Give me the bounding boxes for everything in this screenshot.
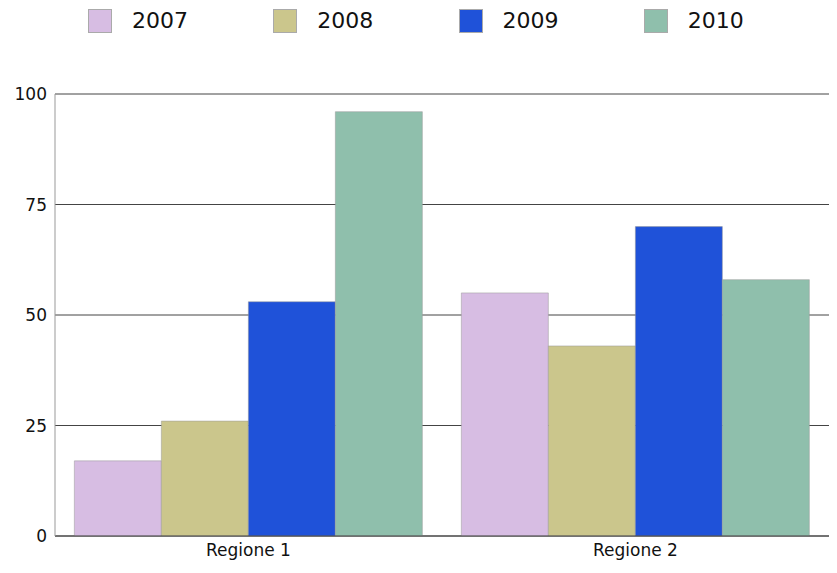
- svg-text:Regione 1: Regione 1: [206, 540, 291, 560]
- svg-text:75: 75: [25, 195, 47, 215]
- html-text:2010: 2010: [687, 8, 744, 33]
- svg-text:100: 100: [15, 84, 47, 104]
- html-text:2007: 2007: [132, 8, 188, 33]
- svg-text:Regione 2: Regione 2: [593, 540, 678, 560]
- svg-text:25: 25: [25, 416, 47, 436]
- svg-text:0: 0: [36, 526, 47, 546]
- html-text:2008: 2008: [317, 8, 374, 33]
- html-text:2009: 2009: [502, 8, 559, 33]
- svg-text:50: 50: [25, 305, 47, 325]
